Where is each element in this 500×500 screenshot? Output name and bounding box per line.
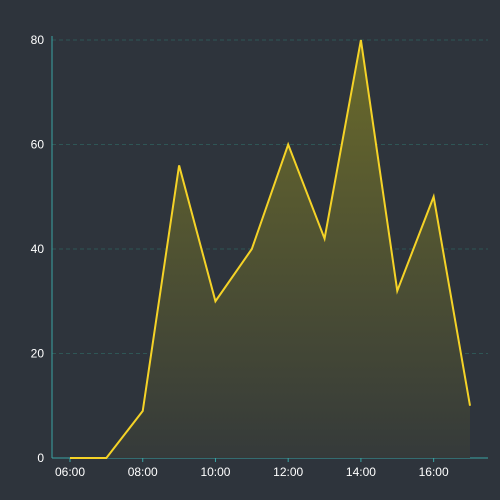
x-axis-tick-labels: 06:00 08:00 10:00 12:00 14:00 16:00 (55, 465, 449, 479)
series-area-fill-0 (70, 40, 470, 458)
x-tick-label-08:00: 08:00 (128, 465, 158, 479)
y-tick-label-40: 40 (31, 242, 45, 256)
x-tick-label-14:00: 14:00 (346, 465, 376, 479)
x-tick-label-12:00: 12:00 (273, 465, 303, 479)
x-tick-label-06:00: 06:00 (55, 465, 85, 479)
y-tick-label-80: 80 (31, 33, 45, 47)
series-line (70, 39, 471, 459)
y-tick-label-0: 0 (37, 451, 44, 465)
y-tick-label-20: 20 (31, 347, 45, 361)
series-line-0 (70, 39, 471, 459)
x-tick-label-16:00: 16:00 (419, 465, 449, 479)
series-area (70, 40, 470, 458)
y-axis-tick-labels: 0 20 40 60 80 (31, 33, 45, 465)
x-tick-label-10:00: 10:00 (200, 465, 230, 479)
y-tick-label-60: 60 (31, 138, 45, 152)
